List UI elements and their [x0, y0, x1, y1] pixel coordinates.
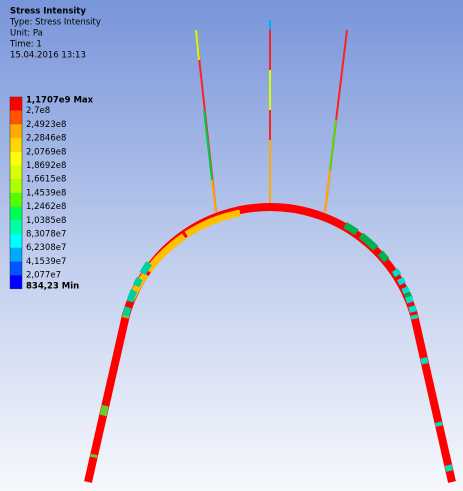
- legend-swatch: [10, 152, 22, 166]
- legend-swatch: [10, 261, 22, 275]
- legend-label: 8,3078e7: [26, 230, 66, 240]
- scene: Stress Intensity Type: Stress Intensity …: [0, 0, 463, 491]
- legend-label: 834,23 Min: [26, 281, 79, 291]
- legend-swatch: [10, 166, 22, 180]
- legend-swatch: [10, 179, 22, 193]
- legend-label: 1,4539e8: [26, 188, 66, 198]
- result-unit: Unit: Pa: [10, 29, 43, 39]
- legend-label: 1,0385e8: [26, 216, 66, 226]
- legend-label: 2,0769e8: [26, 147, 66, 157]
- legend-swatch: [10, 275, 22, 289]
- background: [0, 0, 463, 491]
- legend-swatch: [10, 124, 22, 138]
- legend-label: 4,1539e7: [26, 257, 66, 267]
- result-time: Time: 1: [9, 40, 42, 50]
- result-title: Stress Intensity: [10, 7, 86, 17]
- legend-swatch: [10, 97, 22, 111]
- result-date: 15.04.2016 13:13: [10, 51, 86, 61]
- viewport: Stress Intensity Type: Stress Intensity …: [0, 0, 463, 491]
- legend-swatch: [10, 220, 22, 234]
- legend-label: 2,7e8: [26, 106, 50, 116]
- legend-label: 1,8692e8: [26, 161, 66, 171]
- legend-label: 1,2462e8: [26, 202, 66, 212]
- legend-label: 2,2846e8: [26, 134, 66, 144]
- legend-swatch: [10, 207, 22, 221]
- legend-swatch: [10, 193, 22, 207]
- legend-swatch: [10, 248, 22, 262]
- legend-label: 6,2308e7: [26, 243, 66, 253]
- legend-swatch: [10, 138, 22, 152]
- legend-label: 1,6615e8: [26, 175, 66, 185]
- legend-label: 2,4923e8: [26, 120, 66, 130]
- legend-swatch: [10, 234, 22, 248]
- legend-label: 2,077e7: [26, 271, 61, 281]
- result-type: Type: Stress Intensity: [9, 18, 101, 28]
- legend-label: 1,1707e9 Max: [26, 96, 94, 106]
- legend-swatch: [10, 111, 22, 125]
